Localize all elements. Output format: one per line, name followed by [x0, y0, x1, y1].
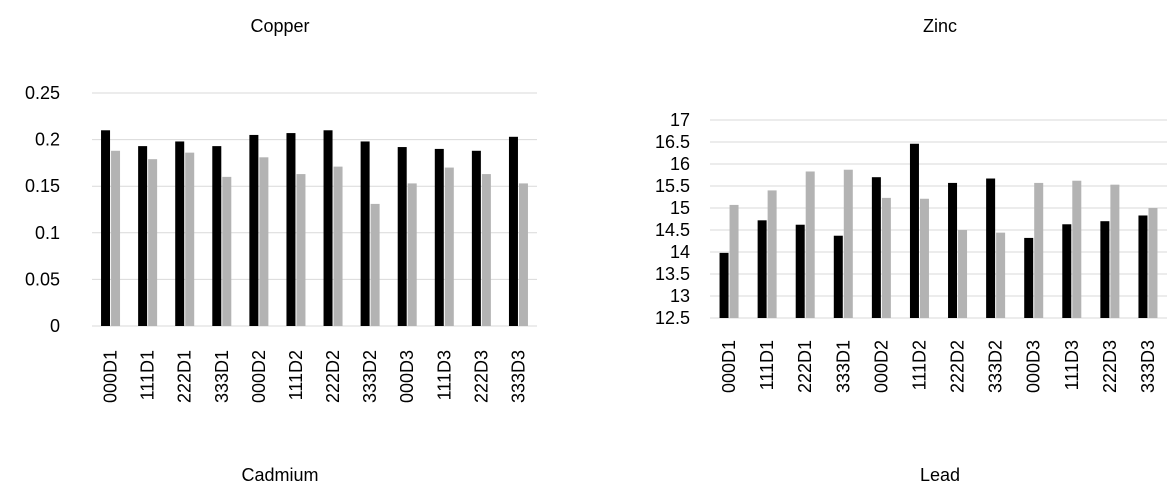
copper-ytick-label: 0 [50, 316, 60, 336]
copper-bar-s2-333D2 [371, 204, 380, 326]
zinc-category-label: 222D1 [795, 340, 815, 393]
zinc-ytick-label: 16.5 [655, 132, 690, 152]
zinc-category-label: 000D2 [871, 340, 891, 393]
copper-bar-s1-333D1 [212, 146, 221, 326]
copper-category-label: 222D3 [471, 350, 491, 403]
zinc-bar-s2-000D3 [1034, 183, 1043, 318]
copper-bar-s1-222D3 [472, 151, 481, 326]
copper-bar-s1-000D2 [249, 135, 258, 326]
zinc-category-label: 333D3 [1138, 340, 1158, 393]
zinc-bar-s2-333D1 [844, 170, 853, 318]
zinc-bar-s1-333D3 [1138, 215, 1147, 318]
zinc-bar-s1-333D1 [834, 236, 843, 318]
copper-category-label: 000D1 [101, 350, 121, 403]
zinc-bar-s1-222D2 [948, 183, 957, 318]
zinc-category-label: 000D3 [1024, 340, 1044, 393]
zinc-category-label: 222D3 [1100, 340, 1120, 393]
copper-ytick-label: 0.15 [25, 176, 60, 196]
copper-category-label: 333D1 [212, 350, 232, 403]
zinc-category-label: 111D2 [909, 340, 929, 390]
copper-bar-s1-333D2 [361, 141, 370, 326]
zinc-ytick-label: 14 [670, 242, 690, 262]
copper-bar-s2-333D1 [222, 177, 231, 326]
copper-bar-s2-111D3 [445, 168, 454, 326]
zinc-bar-s1-000D2 [872, 177, 881, 318]
copper-category-label: 000D3 [397, 350, 417, 403]
zinc-category-label: 111D1 [757, 340, 777, 390]
copper-category-label: 111D1 [138, 350, 158, 400]
zinc-bar-s1-222D3 [1100, 221, 1109, 318]
zinc-bar-s2-333D3 [1148, 208, 1157, 318]
zinc-ytick-label: 15 [670, 198, 690, 218]
zinc-bar-s2-333D2 [996, 233, 1005, 318]
copper-category-label: 333D2 [360, 350, 380, 403]
zinc-bar-s1-000D1 [720, 253, 729, 318]
zinc-bar-s1-333D2 [986, 179, 995, 318]
copper-bar-s2-111D2 [296, 174, 305, 326]
copper-bar-s1-111D3 [435, 149, 444, 326]
zinc-bar-s2-000D2 [882, 198, 891, 318]
zinc-bar-s1-000D3 [1024, 238, 1033, 318]
copper-bar-s1-111D1 [138, 146, 147, 326]
zinc-bar-s2-111D3 [1072, 181, 1081, 318]
copper-category-label: 222D2 [323, 350, 343, 403]
copper-bar-s2-222D2 [334, 167, 343, 326]
zinc-category-label: 222D2 [948, 340, 968, 393]
copper-bar-s2-222D1 [185, 153, 194, 326]
zinc-ytick-label: 16 [670, 154, 690, 174]
copper-category-label: 222D1 [175, 350, 195, 403]
copper-bar-s1-000D3 [398, 147, 407, 326]
zinc-bar-s2-222D1 [806, 171, 815, 318]
zinc-ytick-label: 15.5 [655, 176, 690, 196]
copper-bar-s2-333D3 [519, 183, 528, 326]
copper-category-label: 000D2 [249, 350, 269, 403]
zinc-ytick-label: 12.5 [655, 308, 690, 328]
zinc-category-label: 333D1 [833, 340, 853, 393]
zinc-ytick-label: 17 [670, 110, 690, 130]
zinc-bar-s1-111D3 [1062, 224, 1071, 318]
zinc-bar-s1-111D1 [758, 220, 767, 318]
copper-bar-s1-333D3 [509, 137, 518, 326]
copper-ytick-label: 0.1 [35, 223, 60, 243]
zinc-bar-s2-111D2 [920, 199, 929, 318]
zinc-ytick-label: 14.5 [655, 220, 690, 240]
zinc-category-label: 333D2 [986, 340, 1006, 393]
copper-category-label: 111D2 [286, 350, 306, 400]
copper-bar-s2-222D3 [482, 174, 491, 326]
copper-bar-s2-000D1 [111, 151, 120, 326]
zinc-bar-s2-000D1 [730, 205, 739, 318]
copper-category-label: 333D3 [508, 350, 528, 403]
copper-ytick-label: 0.25 [25, 83, 60, 103]
zinc-bar-s2-222D2 [958, 230, 967, 318]
zinc-ytick-label: 13 [670, 286, 690, 306]
copper-bar-s2-000D2 [259, 157, 268, 326]
copper-ytick-label: 0.05 [25, 269, 60, 289]
zinc-category-label: 000D1 [719, 340, 739, 393]
zinc-category-label: 111D3 [1062, 340, 1082, 390]
copper-bar-s1-111D2 [286, 133, 295, 326]
zinc-ytick-label: 13.5 [655, 264, 690, 284]
copper-bar-s1-222D2 [324, 130, 333, 326]
zinc-bar-s2-111D1 [768, 190, 777, 318]
zinc-bar-s1-222D1 [796, 225, 805, 318]
copper-bar-s2-000D3 [408, 183, 417, 326]
copper-bar-s2-111D1 [148, 159, 157, 326]
copper-bar-s1-000D1 [101, 130, 110, 326]
copper-category-label: 111D3 [434, 350, 454, 400]
copper-bar-s1-222D1 [175, 141, 184, 326]
zinc-bar-s2-222D3 [1110, 185, 1119, 318]
copper-ytick-label: 0.2 [35, 130, 60, 150]
zinc-bar-s1-111D2 [910, 144, 919, 318]
